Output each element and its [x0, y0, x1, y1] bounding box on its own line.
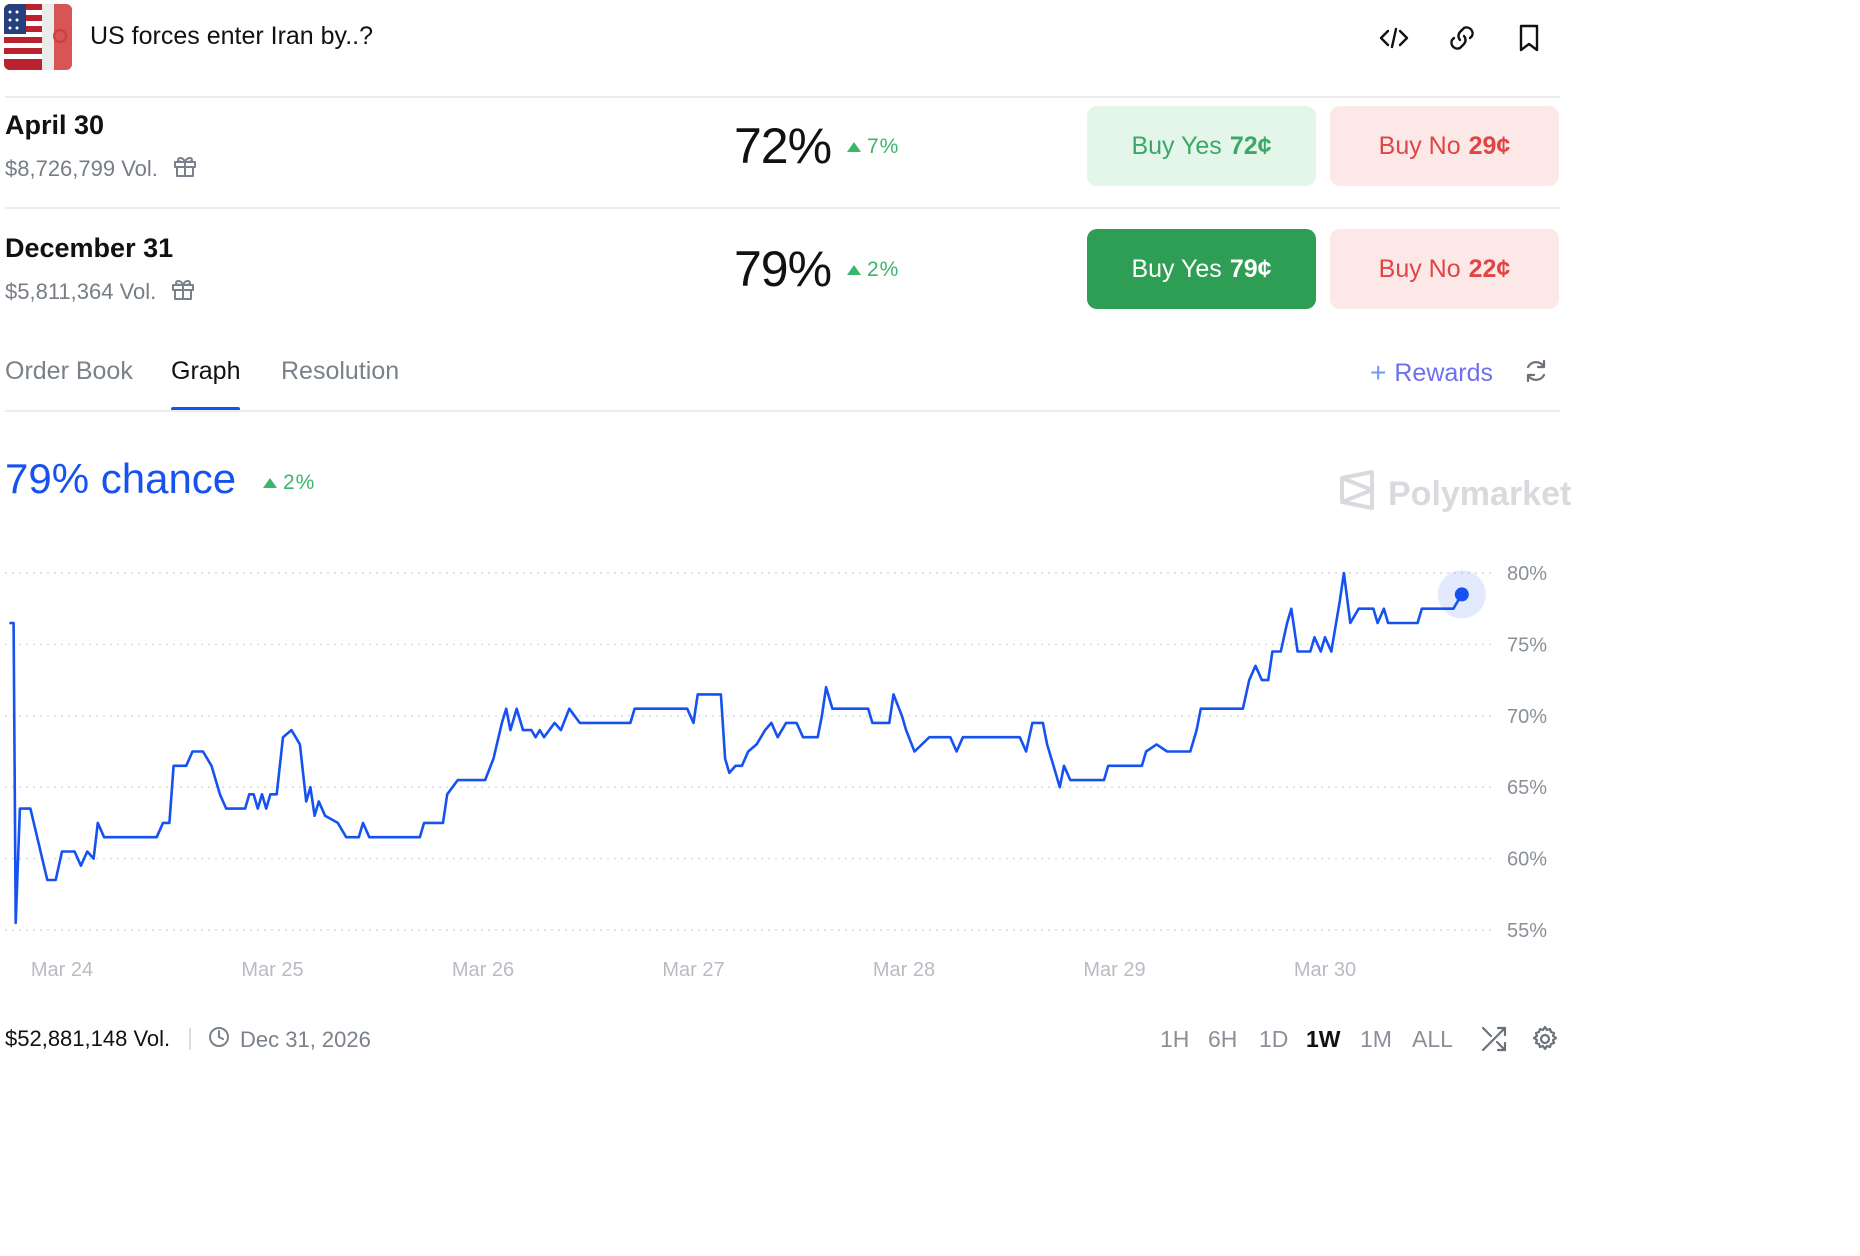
chance-value: 79% chance [5, 455, 237, 502]
x-tick-label: Mar 29 [1083, 959, 1145, 981]
polymarket-watermark: Polymarket [1338, 470, 1571, 519]
market-row-label: April 30 [5, 110, 105, 140]
price-series-line [9, 571, 1463, 925]
range-all[interactable]: ALL [1412, 1026, 1453, 1052]
x-tick-label: Mar 24 [31, 959, 93, 981]
price-chart[interactable]: 55% 60% 65% 70% 75% 80% Mar 24 Mar 25 Mar 26 Mar … [0, 540, 1560, 990]
settings-gear-icon[interactable] [1527, 1021, 1563, 1057]
volume-text: $8,726,799 Vol. [5, 156, 158, 181]
x-tick-label: Mar 25 [241, 959, 303, 981]
shuffle-icon[interactable] [1476, 1021, 1512, 1057]
buy-yes-button[interactable]: Buy Yes 79¢ [1087, 229, 1316, 309]
header-divider [5, 96, 1560, 98]
volume-text: $5,811,364 Vol. [5, 279, 157, 304]
range-1w[interactable]: 1W [1306, 1026, 1341, 1052]
tab-graph[interactable]: Graph [171, 357, 241, 385]
range-1d[interactable]: 1D [1259, 1026, 1289, 1052]
tabs-divider [5, 410, 1560, 412]
range-1m[interactable]: 1M [1360, 1026, 1392, 1052]
market-row-volume: $8,726,799 Vol. [5, 153, 198, 185]
buy-yes-button[interactable]: Buy Yes 72¢ [1087, 106, 1316, 186]
bookmark-icon[interactable] [1511, 20, 1547, 56]
x-tick-label: Mar 27 [662, 959, 724, 981]
x-tick-label: Mar 28 [873, 959, 935, 981]
last-point-marker [1454, 587, 1469, 602]
buy-no-button[interactable]: Buy No 22¢ [1330, 229, 1559, 309]
buy-no-button[interactable]: Buy No 29¢ [1330, 106, 1559, 186]
range-1h[interactable]: 1H [1160, 1026, 1190, 1052]
x-tick-label: Mar 26 [452, 959, 514, 981]
range-6h[interactable]: 6H [1208, 1026, 1238, 1052]
tab-resolution[interactable]: Resolution [281, 357, 400, 385]
gift-icon[interactable] [170, 276, 196, 308]
up-arrow-icon [847, 265, 861, 275]
total-volume: $52,881,148 Vol. [5, 1026, 171, 1051]
market-row-label: December 31 [5, 233, 174, 263]
refresh-icon[interactable] [1518, 353, 1554, 389]
end-date: Dec 31, 2026 [208, 1026, 371, 1054]
embed-code-icon[interactable] [1376, 20, 1412, 56]
y-tick-label: 80% [1507, 563, 1547, 585]
clock-icon [208, 1026, 230, 1054]
y-tick-label: 55% [1507, 920, 1547, 942]
rewards-button[interactable]: + Rewards [1370, 357, 1494, 388]
market-title: US forces enter Iran by..? [90, 22, 373, 50]
active-tab-indicator [171, 407, 240, 411]
link-icon[interactable] [1444, 20, 1480, 56]
market-row-volume: $5,811,364 Vol. [5, 276, 196, 308]
chance-change: 2% [263, 471, 315, 495]
market-change: 2% [847, 258, 899, 282]
row-divider [5, 207, 1560, 209]
tab-order-book[interactable]: Order Book [5, 357, 133, 385]
plus-icon: + [1370, 357, 1387, 388]
footer-separator [189, 1028, 191, 1050]
x-tick-label: Mar 30 [1294, 959, 1356, 981]
y-tick-label: 60% [1507, 849, 1547, 871]
market-percent: 79% [734, 241, 832, 297]
y-tick-label: 65% [1507, 777, 1547, 799]
market-image [4, 4, 72, 70]
up-arrow-icon [847, 142, 861, 152]
up-arrow-icon [263, 478, 277, 488]
market-percent: 72% [734, 118, 832, 174]
y-tick-label: 70% [1507, 706, 1547, 728]
gift-icon[interactable] [172, 153, 198, 185]
y-tick-label: 75% [1507, 634, 1547, 656]
market-change: 7% [847, 135, 899, 159]
polymarket-logo-icon [1338, 470, 1376, 519]
